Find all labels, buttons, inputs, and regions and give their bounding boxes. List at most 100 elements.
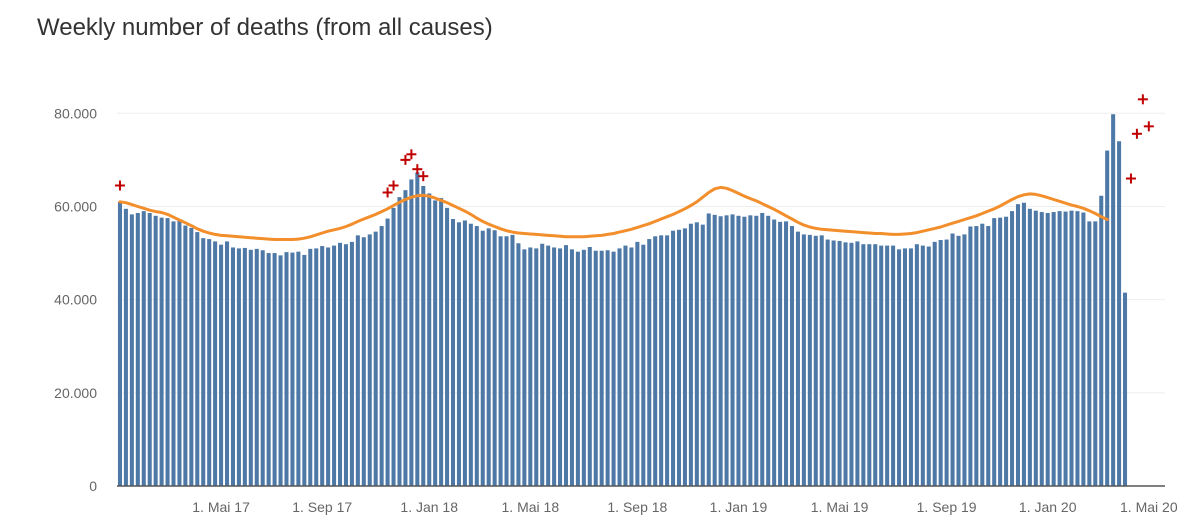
bar (724, 215, 729, 486)
bar (766, 215, 771, 486)
bar (778, 221, 783, 486)
bar (462, 220, 467, 486)
bar (992, 218, 997, 486)
bar (207, 239, 212, 486)
bar (409, 179, 414, 487)
bar (498, 236, 503, 486)
bar (266, 253, 271, 486)
bar (308, 248, 313, 486)
bar (1111, 114, 1116, 486)
bar (427, 193, 432, 486)
bar (885, 245, 890, 486)
bar (605, 250, 610, 486)
bar (682, 228, 687, 486)
y-tick-label: 0 (89, 478, 97, 494)
bar (480, 230, 485, 486)
bar (819, 235, 824, 486)
bar (825, 239, 830, 486)
bar (575, 251, 580, 486)
bar (623, 245, 628, 486)
bar (784, 221, 789, 486)
bar (129, 214, 134, 486)
bar (1117, 141, 1122, 486)
bar (254, 248, 259, 486)
bar (361, 237, 366, 486)
bar (284, 252, 289, 486)
marker (1125, 173, 1136, 184)
bar (902, 248, 908, 486)
bar (1063, 211, 1068, 487)
bar (974, 226, 979, 486)
bar (546, 245, 551, 486)
bar (373, 231, 378, 486)
marker (388, 180, 399, 191)
marker (406, 149, 417, 160)
bar (278, 255, 283, 486)
bar (629, 247, 634, 486)
x-tick-label: 1. Jan 19 (710, 499, 768, 515)
bar (516, 243, 521, 486)
y-tick-label: 80.000 (54, 105, 97, 121)
bar (141, 211, 146, 487)
bar (391, 207, 396, 487)
bar (403, 190, 408, 486)
bar (456, 222, 461, 486)
bar (671, 230, 676, 486)
bar (302, 254, 307, 486)
bar (968, 226, 973, 486)
bar (213, 241, 218, 486)
bar (355, 235, 360, 486)
y-tick-label: 60.000 (54, 198, 97, 214)
bar (236, 248, 241, 486)
bar (843, 242, 848, 486)
bar (754, 215, 759, 486)
bar (879, 245, 884, 486)
moving-average-line (118, 185, 1109, 241)
bar (415, 172, 420, 486)
bar (718, 216, 723, 486)
bar (171, 221, 176, 486)
marker (400, 154, 411, 165)
bar (587, 247, 592, 486)
bar (1099, 195, 1104, 486)
bar (147, 212, 152, 487)
bar (1039, 212, 1044, 487)
bar (676, 229, 682, 486)
bar (379, 226, 384, 486)
x-tick-label: 1. Mai 20 (1120, 499, 1178, 515)
bar (248, 249, 253, 486)
bar (694, 222, 699, 486)
bar (135, 212, 140, 487)
bar (831, 240, 836, 486)
bar-series (117, 114, 1128, 487)
bar (706, 213, 711, 487)
bar (165, 218, 170, 486)
bar (730, 214, 735, 486)
bar (224, 241, 230, 486)
bar (367, 234, 372, 486)
bar (159, 217, 164, 486)
bar (980, 223, 985, 486)
bar (421, 185, 426, 486)
x-tick-label: 1. Sep 19 (917, 499, 977, 515)
bar (908, 248, 913, 486)
bar (938, 240, 943, 486)
x-axis: 1. Mai 17 1. Sep 17 1. Jan 18 1. Mai 18 1. S… (117, 485, 1178, 515)
bar (385, 218, 390, 486)
marker (382, 187, 393, 198)
bar (510, 234, 515, 486)
bar (320, 246, 325, 486)
bar (593, 250, 598, 486)
bar (1015, 204, 1021, 486)
bar (807, 234, 812, 486)
bar (492, 230, 497, 486)
bar (123, 208, 128, 487)
x-tick-label: 1. Mai 18 (502, 499, 560, 515)
bar (653, 236, 658, 486)
bar (201, 238, 206, 486)
bar (534, 248, 539, 486)
bar (855, 241, 860, 486)
bar (849, 242, 854, 486)
bar (433, 200, 438, 486)
bar (260, 250, 265, 486)
